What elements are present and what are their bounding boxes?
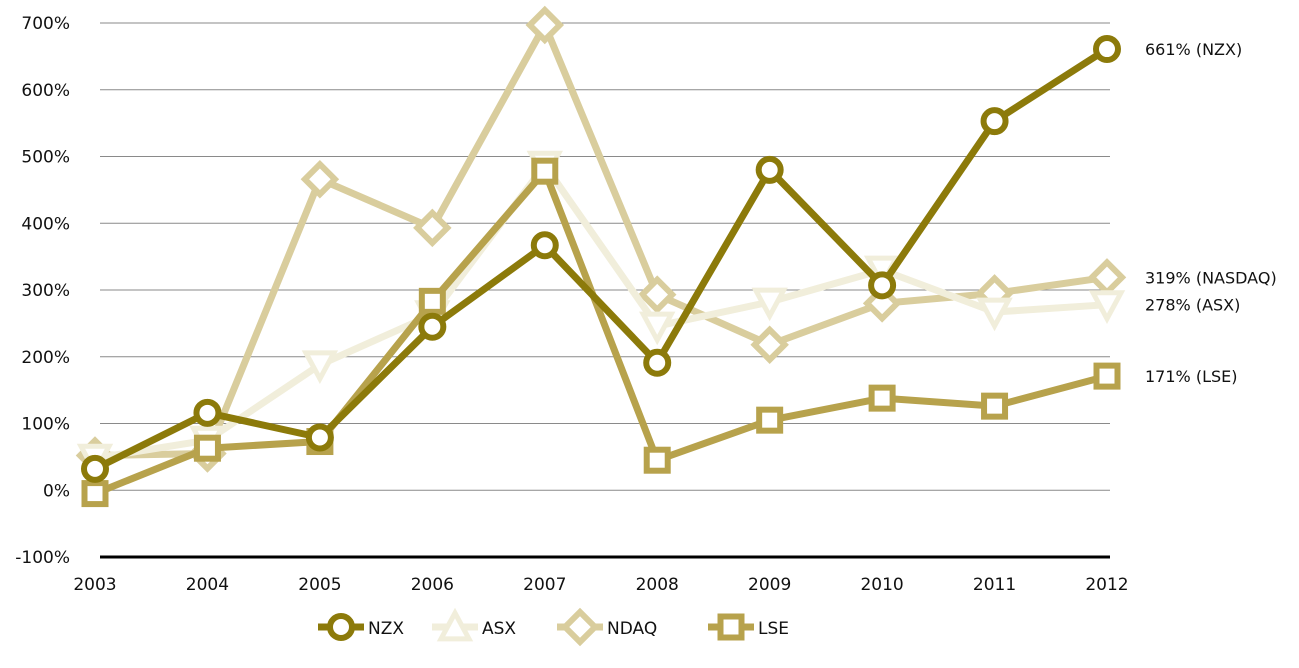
data-point-nzx (643, 348, 672, 377)
y-tick-label: 0% (43, 481, 70, 501)
legend-item-nzx: NZX (318, 613, 404, 641)
x-tick-label: 2009 (748, 575, 791, 595)
x-tick-label: 2003 (73, 575, 116, 595)
y-tick-label: 600% (21, 81, 70, 101)
series-line-lse (91, 167, 1111, 498)
y-tick-label: 700% (21, 14, 70, 34)
legend-label-lse: LSE (758, 619, 789, 639)
data-point-lse (643, 446, 671, 474)
y-tick-label: 300% (21, 281, 70, 301)
data-point-nzx (193, 398, 222, 427)
data-point-lse (81, 480, 109, 508)
legend-item-ndaq: NDAQ (557, 607, 657, 647)
end-label-nzx: 661% (NZX) (1145, 40, 1242, 59)
data-point-nzx (980, 107, 1009, 136)
legend: NZX ASX NDAQ LSE (318, 607, 789, 647)
x-tick-label: 2011 (973, 575, 1016, 595)
x-tick-label: 2006 (411, 575, 454, 595)
y-tick-label: 500% (21, 148, 70, 168)
series-line-asx (91, 161, 1111, 462)
x-axis-ticks: 2003 2004 2005 2006 2007 2008 2009 2010 2011 2012 (73, 575, 1128, 595)
legend-label-asx: ASX (482, 619, 516, 639)
data-point-lse (193, 434, 221, 462)
gridlines (100, 22, 1110, 559)
data-point-lse (981, 392, 1009, 420)
y-axis-ticks: -100% 0% 100% 200% 300% 400% 500% 600% 700% (15, 14, 70, 568)
series-line-ndaq (91, 21, 1111, 460)
series-lines (75, 5, 1127, 508)
data-point-nzx (1093, 35, 1121, 64)
end-label-ndaq: 319% (NASDAQ) (1145, 268, 1277, 287)
end-label-lse: 171% (LSE) (1145, 367, 1238, 386)
end-label-asx: 278% (ASX) (1145, 296, 1240, 315)
x-tick-label: 2008 (636, 575, 679, 595)
data-point-nzx (530, 231, 559, 260)
data-point-asx (639, 311, 676, 346)
data-point-asx (1088, 290, 1126, 324)
x-tick-label: 2007 (523, 575, 566, 595)
data-point-lse (1093, 362, 1121, 390)
series-nzx (81, 35, 1121, 483)
legend-marker-nzx (327, 613, 355, 641)
y-tick-label: -100% (15, 548, 70, 568)
data-point-lse (418, 287, 446, 315)
y-tick-label: 100% (21, 415, 70, 435)
data-point-lse (756, 406, 784, 434)
y-tick-label: 400% (21, 214, 70, 234)
data-point-nzx (755, 155, 784, 184)
end-labels: 661% (NZX) 319% (NASDAQ) 278% (ASX) 171% (L… (1145, 40, 1277, 386)
data-point-nzx (81, 454, 109, 483)
x-tick-label: 2004 (186, 575, 229, 595)
y-tick-label: 200% (21, 348, 70, 368)
data-point-lse (868, 384, 896, 412)
legend-label-ndaq: NDAQ (607, 619, 657, 639)
legend-marker-ndaq (560, 607, 600, 647)
legend-marker-lse (717, 613, 745, 641)
data-point-ndaq (750, 325, 789, 364)
data-point-ndaq (300, 159, 340, 199)
data-point-ndaq (1087, 258, 1127, 297)
data-point-nzx (305, 423, 334, 452)
data-point-lse (531, 157, 559, 185)
x-tick-label: 2012 (1085, 575, 1128, 595)
data-point-asx (301, 350, 339, 385)
legend-item-asx: ASX (432, 607, 516, 642)
data-point-asx (976, 297, 1013, 332)
legend-label-nzx: NZX (368, 619, 404, 639)
data-point-nzx (418, 312, 447, 341)
data-point-ndaq (637, 275, 677, 314)
series-lse (81, 157, 1121, 508)
x-tick-label: 2005 (298, 575, 341, 595)
legend-marker-asx (436, 607, 474, 642)
data-point-ndaq (413, 208, 452, 248)
data-point-asx (751, 287, 788, 322)
legend-item-lse: LSE (708, 613, 789, 641)
data-point-nzx (868, 271, 897, 300)
data-point-ndaq (525, 5, 565, 45)
x-tick-label: 2010 (860, 575, 903, 595)
series-line-nzx (91, 45, 1111, 473)
